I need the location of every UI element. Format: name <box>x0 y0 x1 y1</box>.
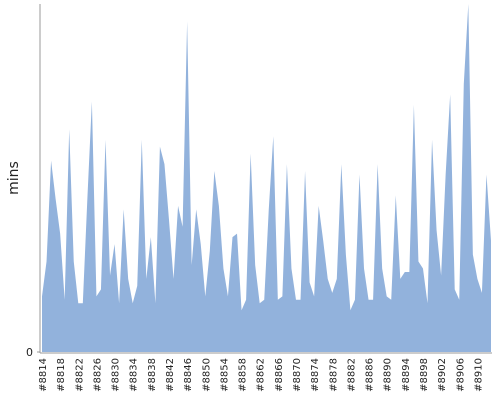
x-tick-label: #8866 <box>274 358 285 392</box>
x-tick-label: #8858 <box>238 358 249 392</box>
x-tick-label: #8886 <box>365 358 376 392</box>
x-tick-label: #8842 <box>165 358 176 392</box>
x-tick-label: #8830 <box>111 358 122 392</box>
x-tick-label: #8870 <box>292 358 303 392</box>
x-tick-label: #8906 <box>455 358 466 392</box>
x-tick-label: #8846 <box>183 358 194 392</box>
x-tick-label: #8854 <box>219 358 230 392</box>
x-tick-label: #8814 <box>38 358 49 392</box>
area <box>42 4 491 352</box>
x-tick-label: #8818 <box>56 358 67 392</box>
x-tick-label: #8890 <box>383 358 394 392</box>
x-tick-label: #8826 <box>92 358 103 392</box>
x-tick-label: #8882 <box>346 358 357 392</box>
x-tick-label: #8878 <box>328 358 339 392</box>
y-tick-label: 0 <box>26 346 33 359</box>
y-axis-label: mins <box>6 161 22 195</box>
x-tick-label: #8898 <box>419 358 430 392</box>
x-tick-label: #8838 <box>147 358 158 392</box>
x-tick-label: #8822 <box>74 358 85 392</box>
x-tick-label: #8910 <box>473 358 484 392</box>
x-tick-label: #8874 <box>310 358 321 392</box>
x-tick-label: #8862 <box>256 358 267 392</box>
x-tick-label: #8834 <box>129 358 140 392</box>
x-tick-label: #8894 <box>401 358 412 392</box>
x-tick-label: #8902 <box>437 358 448 392</box>
x-tick-label: #8850 <box>201 358 212 392</box>
